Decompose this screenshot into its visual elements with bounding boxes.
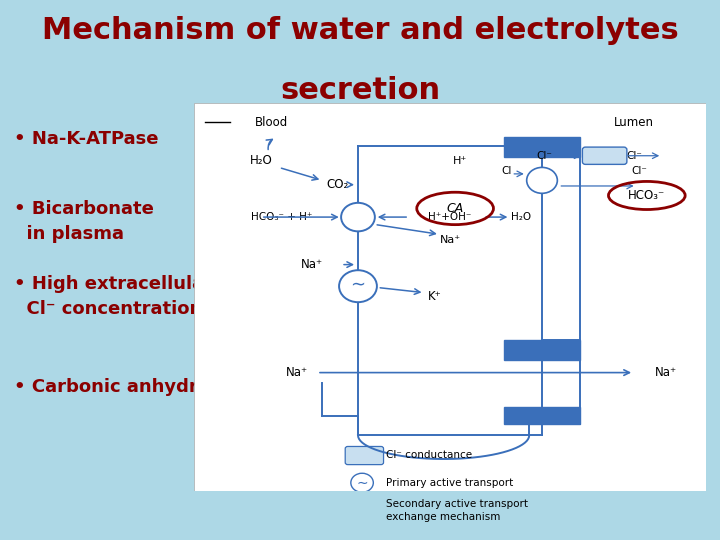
Bar [504,340,580,360]
Text: • Carbonic anhydrase: • Carbonic anhydrase [14,378,233,396]
Text: exchange mechanism: exchange mechanism [386,512,500,522]
Text: CA: CA [446,202,464,215]
Text: Cl⁻ conductance: Cl⁻ conductance [386,450,472,460]
Text: H⁺: H⁺ [453,156,467,166]
Text: secretion: secretion [280,76,440,105]
Text: H₂O: H₂O [511,212,531,222]
Text: Secondary active transport: Secondary active transport [386,500,528,509]
Text: ∼: ∼ [356,476,368,490]
Text: Cl⁻: Cl⁻ [631,166,647,176]
Text: Blood: Blood [254,116,288,129]
Text: HCO₃⁻: HCO₃⁻ [628,189,665,202]
FancyBboxPatch shape [582,147,627,164]
Text: Primary active transport: Primary active transport [386,478,513,488]
Text: CO₂: CO₂ [326,178,348,191]
Circle shape [341,203,375,231]
Text: Na⁺: Na⁺ [301,258,323,271]
FancyBboxPatch shape [345,447,384,464]
Text: Cl: Cl [501,166,511,176]
Text: Na⁺: Na⁺ [654,366,677,379]
Bar [504,137,580,157]
Text: Lumen: Lumen [614,116,654,129]
Text: H⁺+OH⁻: H⁺+OH⁻ [428,212,472,222]
Circle shape [527,167,557,193]
Text: ∼: ∼ [351,276,366,294]
Circle shape [351,473,374,492]
Text: Cl⁻: Cl⁻ [626,151,642,161]
Circle shape [339,270,377,302]
Text: • Bicarbonate
  in plasma: • Bicarbonate in plasma [14,200,154,243]
Text: K⁺: K⁺ [428,289,441,302]
Circle shape [351,497,374,516]
FancyBboxPatch shape [194,103,706,491]
Text: HCO₃⁻ + H⁺: HCO₃⁻ + H⁺ [251,212,312,222]
Text: • Na-K-ATPase: • Na-K-ATPase [14,130,159,147]
Text: Na⁺: Na⁺ [286,366,307,379]
Text: Mechanism of water and electrolytes: Mechanism of water and electrolytes [42,16,678,45]
Text: Na⁺: Na⁺ [439,235,461,245]
Text: Cl⁻: Cl⁻ [536,151,552,161]
Text: H₂O: H₂O [250,154,272,167]
Text: • High extracellular
  Cl⁻ concentration: • High extracellular Cl⁻ concentration [14,275,213,319]
Bar [504,407,580,424]
